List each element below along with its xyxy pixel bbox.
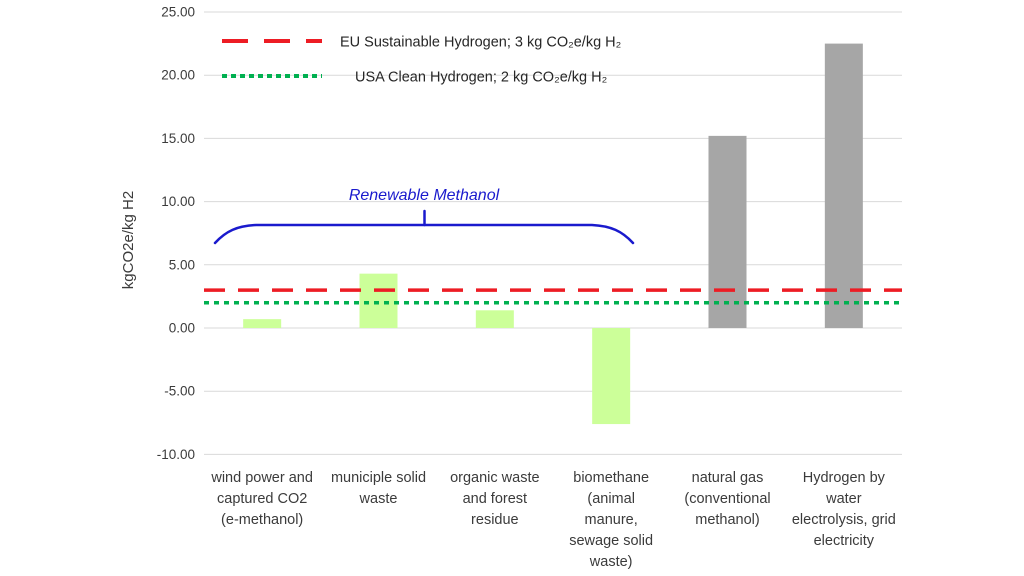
eu-legend-label: EU Sustainable Hydrogen; 3 kg CO₂e/kg H₂: [340, 35, 621, 51]
y-tick-label: 20.00: [161, 68, 195, 83]
y-tick-label: -10.00: [157, 447, 195, 462]
y-tick-label: 10.00: [161, 194, 195, 209]
usa-legend-label: USA Clean Hydrogen; 2 kg CO₂e/kg H₂: [355, 70, 607, 86]
renewable-methanol-brace: [213, 223, 635, 245]
y-axis-title: kgCO2e/kg H2: [120, 191, 137, 289]
y-tick-label: 5.00: [169, 257, 195, 272]
bar-2: [359, 273, 398, 328]
renewable-methanol-label: Renewable Methanol: [349, 187, 500, 204]
y-tick-label: 0.00: [169, 321, 195, 336]
bar-5: [708, 135, 747, 328]
y-tick-label: 15.00: [161, 131, 195, 146]
bar-3: [475, 310, 514, 328]
bar-6: [824, 43, 863, 328]
bar-1: [243, 319, 282, 328]
bar-4: [592, 328, 631, 425]
y-tick-label: 25.00: [161, 5, 195, 20]
y-tick-label: -5.00: [164, 384, 195, 399]
